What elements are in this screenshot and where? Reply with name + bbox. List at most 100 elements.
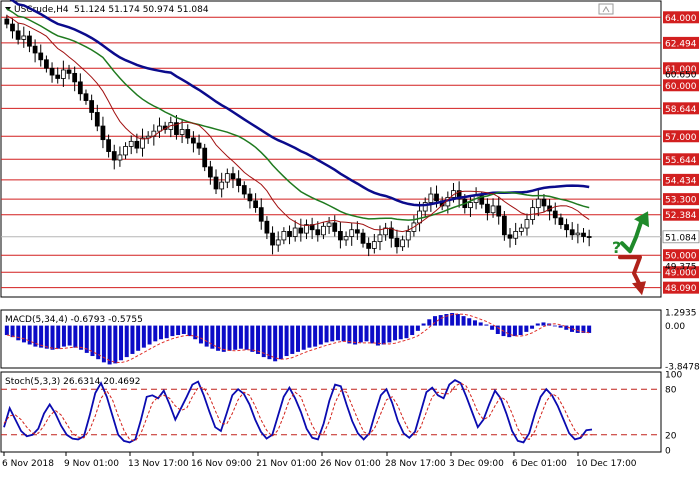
macd-bar bbox=[375, 325, 380, 346]
candle-body bbox=[417, 210, 422, 224]
candle-body bbox=[485, 203, 490, 214]
macd-bar bbox=[136, 325, 141, 351]
candle-body bbox=[185, 129, 191, 139]
moving-average-line bbox=[6, 8, 590, 221]
candle-body bbox=[213, 176, 219, 190]
macd-bar bbox=[181, 325, 186, 334]
macd-bar bbox=[530, 325, 535, 329]
price-axis-pill: 64.000 bbox=[663, 11, 699, 24]
down-arrowhead-icon bbox=[632, 281, 646, 296]
macd-bar bbox=[438, 315, 443, 326]
price-axis-pill: 54.434 bbox=[663, 173, 699, 186]
candle-body bbox=[371, 241, 377, 249]
candle-body bbox=[270, 232, 275, 246]
price-pill-bg bbox=[663, 79, 699, 92]
macd-bar bbox=[575, 325, 580, 333]
macd-bar bbox=[324, 325, 329, 343]
price-pill-label: 64.000 bbox=[665, 14, 697, 24]
price-panel bbox=[0, 0, 662, 298]
candle-body bbox=[496, 205, 502, 217]
macd-bar bbox=[27, 325, 32, 345]
candle-body bbox=[564, 224, 569, 231]
candle-body bbox=[304, 224, 309, 234]
candle-body bbox=[558, 217, 564, 226]
macd-bar bbox=[524, 325, 529, 332]
macd-bar bbox=[307, 325, 312, 348]
candle-body bbox=[428, 193, 434, 203]
price-pill-label: 61.000 bbox=[665, 65, 697, 75]
x-axis-tick-label: 13 Nov 17:00 bbox=[128, 459, 189, 469]
macd-bar bbox=[341, 325, 346, 342]
price-axis-tick: 49.375 bbox=[665, 262, 697, 272]
macd-bar bbox=[358, 325, 363, 343]
macd-bar bbox=[84, 325, 89, 353]
x-axis-tick-label: 6 Nov 2018 bbox=[2, 459, 54, 469]
macd-bar bbox=[79, 325, 84, 350]
price-pill-bg bbox=[663, 11, 699, 24]
macd-bar bbox=[4, 325, 9, 336]
macd-bar bbox=[158, 325, 163, 340]
macd-bar bbox=[204, 325, 209, 347]
candle-body bbox=[77, 81, 83, 95]
macd-bar bbox=[455, 314, 460, 326]
candle-body bbox=[236, 178, 242, 186]
candle-body bbox=[224, 173, 230, 183]
macd-bar bbox=[187, 325, 192, 337]
maximize-icon[interactable] bbox=[598, 3, 614, 15]
candle-body bbox=[581, 232, 586, 237]
x-axis-tick-label: 6 Dec 01:00 bbox=[512, 459, 567, 469]
candle-body bbox=[275, 239, 281, 246]
price-pill-bg bbox=[663, 130, 699, 143]
candle-body bbox=[518, 227, 524, 232]
candle-body bbox=[366, 242, 372, 249]
candle-body bbox=[94, 112, 100, 127]
candle-body bbox=[394, 237, 400, 248]
down-arrow-icon bbox=[618, 255, 642, 288]
candle-body bbox=[21, 35, 27, 40]
macd-bar bbox=[313, 325, 318, 347]
price-pill-bg bbox=[663, 62, 699, 75]
candle-body bbox=[100, 125, 106, 141]
candle-body bbox=[507, 234, 513, 239]
stoch-panel bbox=[0, 371, 662, 453]
macd-bar bbox=[119, 325, 124, 361]
macd-bar bbox=[370, 325, 375, 344]
candle-body bbox=[586, 236, 592, 238]
price-axis-tick: 60.650 bbox=[665, 71, 697, 81]
price-pill-bg bbox=[663, 193, 699, 206]
macd-bar bbox=[421, 323, 426, 326]
x-axis-tick-label: 10 Dec 17:00 bbox=[576, 459, 637, 469]
candle-body bbox=[343, 236, 349, 241]
candle-body bbox=[60, 69, 66, 79]
macd-bar bbox=[153, 325, 158, 342]
candle-body bbox=[501, 215, 507, 236]
macd-bar bbox=[587, 325, 592, 333]
candle-body bbox=[44, 59, 49, 69]
candle-body bbox=[191, 137, 196, 144]
macd-bar bbox=[552, 325, 557, 327]
x-axis-tick-label: 21 Nov 01:00 bbox=[256, 459, 317, 469]
candle-body bbox=[123, 146, 128, 156]
current-price-pill: 51.084 bbox=[662, 230, 700, 243]
macd-bar bbox=[472, 320, 477, 326]
macd-bar bbox=[130, 325, 135, 354]
macd-bar bbox=[210, 325, 215, 349]
macd-bar bbox=[564, 325, 569, 330]
macd-bar bbox=[124, 325, 129, 358]
candle-body bbox=[219, 181, 225, 190]
candle-body bbox=[326, 222, 332, 227]
candle-body bbox=[338, 231, 343, 241]
candle-body bbox=[332, 222, 338, 232]
price-axis-pill: 52.384 bbox=[663, 208, 699, 221]
stoch-axis-tick: 80 bbox=[665, 386, 677, 396]
macd-bar bbox=[227, 325, 232, 351]
price-pill-label: 57.000 bbox=[665, 133, 697, 143]
price-pill-label: 55.644 bbox=[665, 156, 697, 166]
candle-body bbox=[49, 67, 55, 76]
macd-bar bbox=[461, 316, 466, 326]
price-pill-label: 53.300 bbox=[665, 196, 697, 206]
macd-bar bbox=[147, 325, 152, 345]
candle-body bbox=[117, 154, 123, 161]
candle-body bbox=[405, 231, 411, 241]
